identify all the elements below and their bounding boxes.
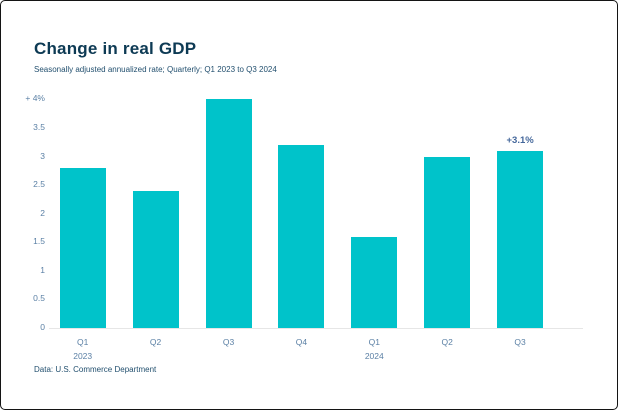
y-axis-label: + 4% xyxy=(25,93,45,104)
bar-value-annotation: +3.1% xyxy=(506,134,534,146)
bar-q1-2024 xyxy=(351,236,398,328)
y-axis-label: 3.5 xyxy=(33,121,45,132)
y-axis-label: 1 xyxy=(40,264,45,275)
x-axis-label-quarter: Q1 xyxy=(77,337,89,347)
chart-title: Change in real GDP xyxy=(34,39,197,58)
x-axis-label-quarter: Q2 xyxy=(441,337,453,347)
bar-q2-2023 xyxy=(132,190,179,328)
x-axis-label-quarter: Q2 xyxy=(149,337,162,347)
bar-q4-2023 xyxy=(278,145,325,328)
x-axis-label-quarter: Q3 xyxy=(222,337,235,347)
x-axis-label-quarter: Q1 xyxy=(368,337,380,347)
bar-q2-2024 xyxy=(424,156,471,328)
x-axis-label-year: 2024 xyxy=(364,351,384,361)
y-axis-label: 2 xyxy=(40,207,45,218)
chart-subtitle: Seasonally adjusted annualized rate; Qua… xyxy=(34,65,277,74)
x-axis-label-year: 2023 xyxy=(73,351,93,361)
y-axis-label: 2.5 xyxy=(33,179,45,190)
x-axis-baseline xyxy=(49,328,583,329)
bar-q3-2024 xyxy=(497,150,544,328)
x-axis-label-quarter: Q4 xyxy=(295,337,308,347)
y-axis-label: 1.5 xyxy=(33,236,45,247)
y-axis-label: 0.5 xyxy=(33,293,45,304)
bar-q3-2023 xyxy=(205,99,252,328)
y-axis-label: 0 xyxy=(40,322,45,332)
x-axis-label-quarter: Q3 xyxy=(514,337,526,347)
y-axis-label: 3 xyxy=(40,150,45,161)
data-source: Data: U.S. Commerce Department xyxy=(34,365,157,374)
bar-q1-2023 xyxy=(59,167,106,328)
